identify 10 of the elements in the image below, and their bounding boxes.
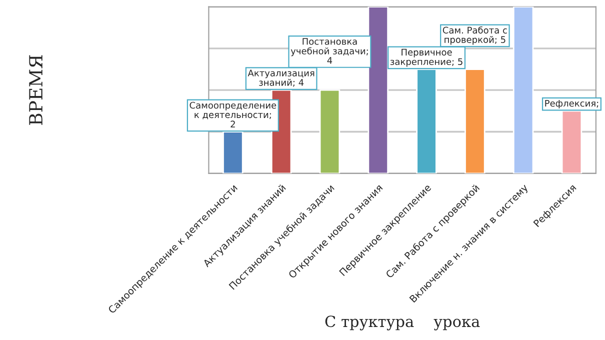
bar [319,89,340,174]
data-label: Самоопределение к деятельности; 2 [190,102,276,128]
data-label: Постановка учебной задачи; 4 [290,38,368,64]
bar [512,6,534,174]
data-label: Первичное закрепление; 5 [390,48,462,67]
data-label: Актуализация знаний; 4 [248,70,314,87]
x-axis-title: С труктура урока [325,316,480,330]
y-axis-title: ВРЕМЯ [29,55,42,125]
data-label: Рефлексия; [545,100,598,108]
data-label: Сам. Работа с проверкой; 5 [442,26,507,45]
